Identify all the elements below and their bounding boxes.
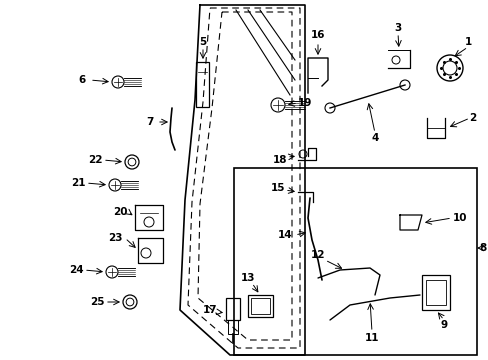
Text: 23: 23 (107, 233, 122, 243)
Text: 11: 11 (364, 333, 379, 343)
Text: 6: 6 (78, 75, 85, 85)
Text: 8: 8 (478, 243, 486, 253)
Text: 1: 1 (464, 37, 470, 47)
Text: 14: 14 (277, 230, 292, 240)
Text: 5: 5 (199, 37, 206, 47)
Text: 17: 17 (202, 305, 217, 315)
Bar (250, 298, 269, 314)
Text: 19: 19 (297, 98, 311, 108)
Text: 7: 7 (146, 117, 153, 127)
Bar (421, 275, 449, 310)
Text: 20: 20 (113, 207, 127, 217)
Bar (234, 168, 476, 355)
Text: 21: 21 (71, 178, 85, 188)
Text: 16: 16 (310, 30, 325, 40)
Bar (425, 280, 445, 305)
Text: 9: 9 (440, 320, 447, 330)
Bar (227, 320, 238, 334)
Bar (247, 295, 272, 317)
Text: 18: 18 (272, 155, 286, 165)
Text: 12: 12 (310, 250, 325, 260)
Text: 15: 15 (270, 183, 285, 193)
Text: 2: 2 (468, 113, 476, 123)
Text: 13: 13 (240, 273, 255, 283)
Bar (225, 298, 240, 320)
Text: 3: 3 (393, 23, 401, 33)
Text: 25: 25 (90, 297, 104, 307)
Text: 22: 22 (87, 155, 102, 165)
Text: 24: 24 (68, 265, 83, 275)
Bar (196, 62, 208, 107)
Text: 10: 10 (452, 213, 467, 223)
Text: 4: 4 (370, 133, 378, 143)
